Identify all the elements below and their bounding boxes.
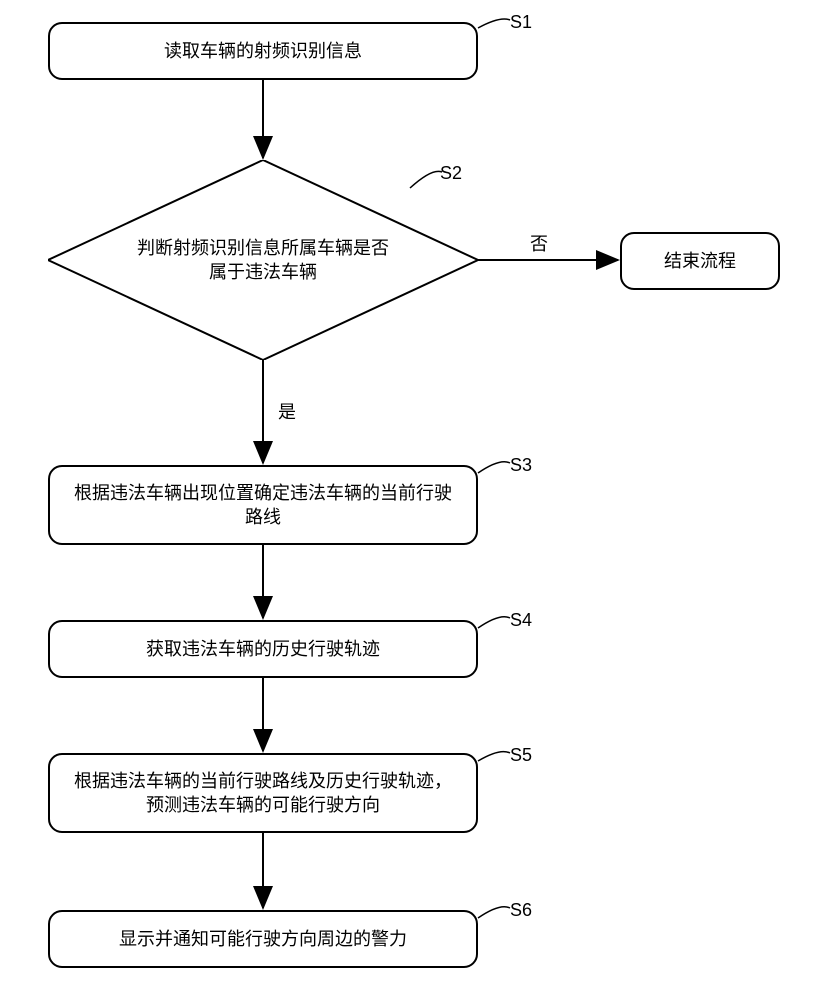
- node-end: 结束流程: [620, 232, 780, 290]
- label-s2: S2: [440, 163, 462, 184]
- node-s2-text: 判断射频识别信息所属车辆是否 属于违法车辆: [108, 220, 418, 300]
- label-s1: S1: [510, 12, 532, 33]
- label-s4: S4: [510, 610, 532, 631]
- node-s5: 根据违法车辆的当前行驶路线及历史行驶轨迹， 预测违法车辆的可能行驶方向: [48, 753, 478, 833]
- node-end-text: 结束流程: [664, 249, 736, 273]
- edge-label-no: 否: [530, 230, 548, 256]
- label-s5: S5: [510, 745, 532, 766]
- node-s3: 根据违法车辆出现位置确定违法车辆的当前行驶 路线: [48, 465, 478, 545]
- label-s6: S6: [510, 900, 532, 921]
- label-s3: S3: [510, 455, 532, 476]
- node-s4: 获取违法车辆的历史行驶轨迹: [48, 620, 478, 678]
- node-s1-text: 读取车辆的射频识别信息: [164, 39, 362, 63]
- node-s2: 判断射频识别信息所属车辆是否 属于违法车辆: [48, 160, 478, 360]
- edge-label-yes: 是: [278, 398, 296, 424]
- node-s6: 显示并通知可能行驶方向周边的警力: [48, 910, 478, 968]
- node-s6-text: 显示并通知可能行驶方向周边的警力: [119, 927, 407, 951]
- node-s4-text: 获取违法车辆的历史行驶轨迹: [146, 637, 380, 661]
- flowchart-canvas: 读取车辆的射频识别信息 S1 判断射频识别信息所属车辆是否 属于违法车辆 S2 …: [0, 0, 827, 1000]
- node-s1: 读取车辆的射频识别信息: [48, 22, 478, 80]
